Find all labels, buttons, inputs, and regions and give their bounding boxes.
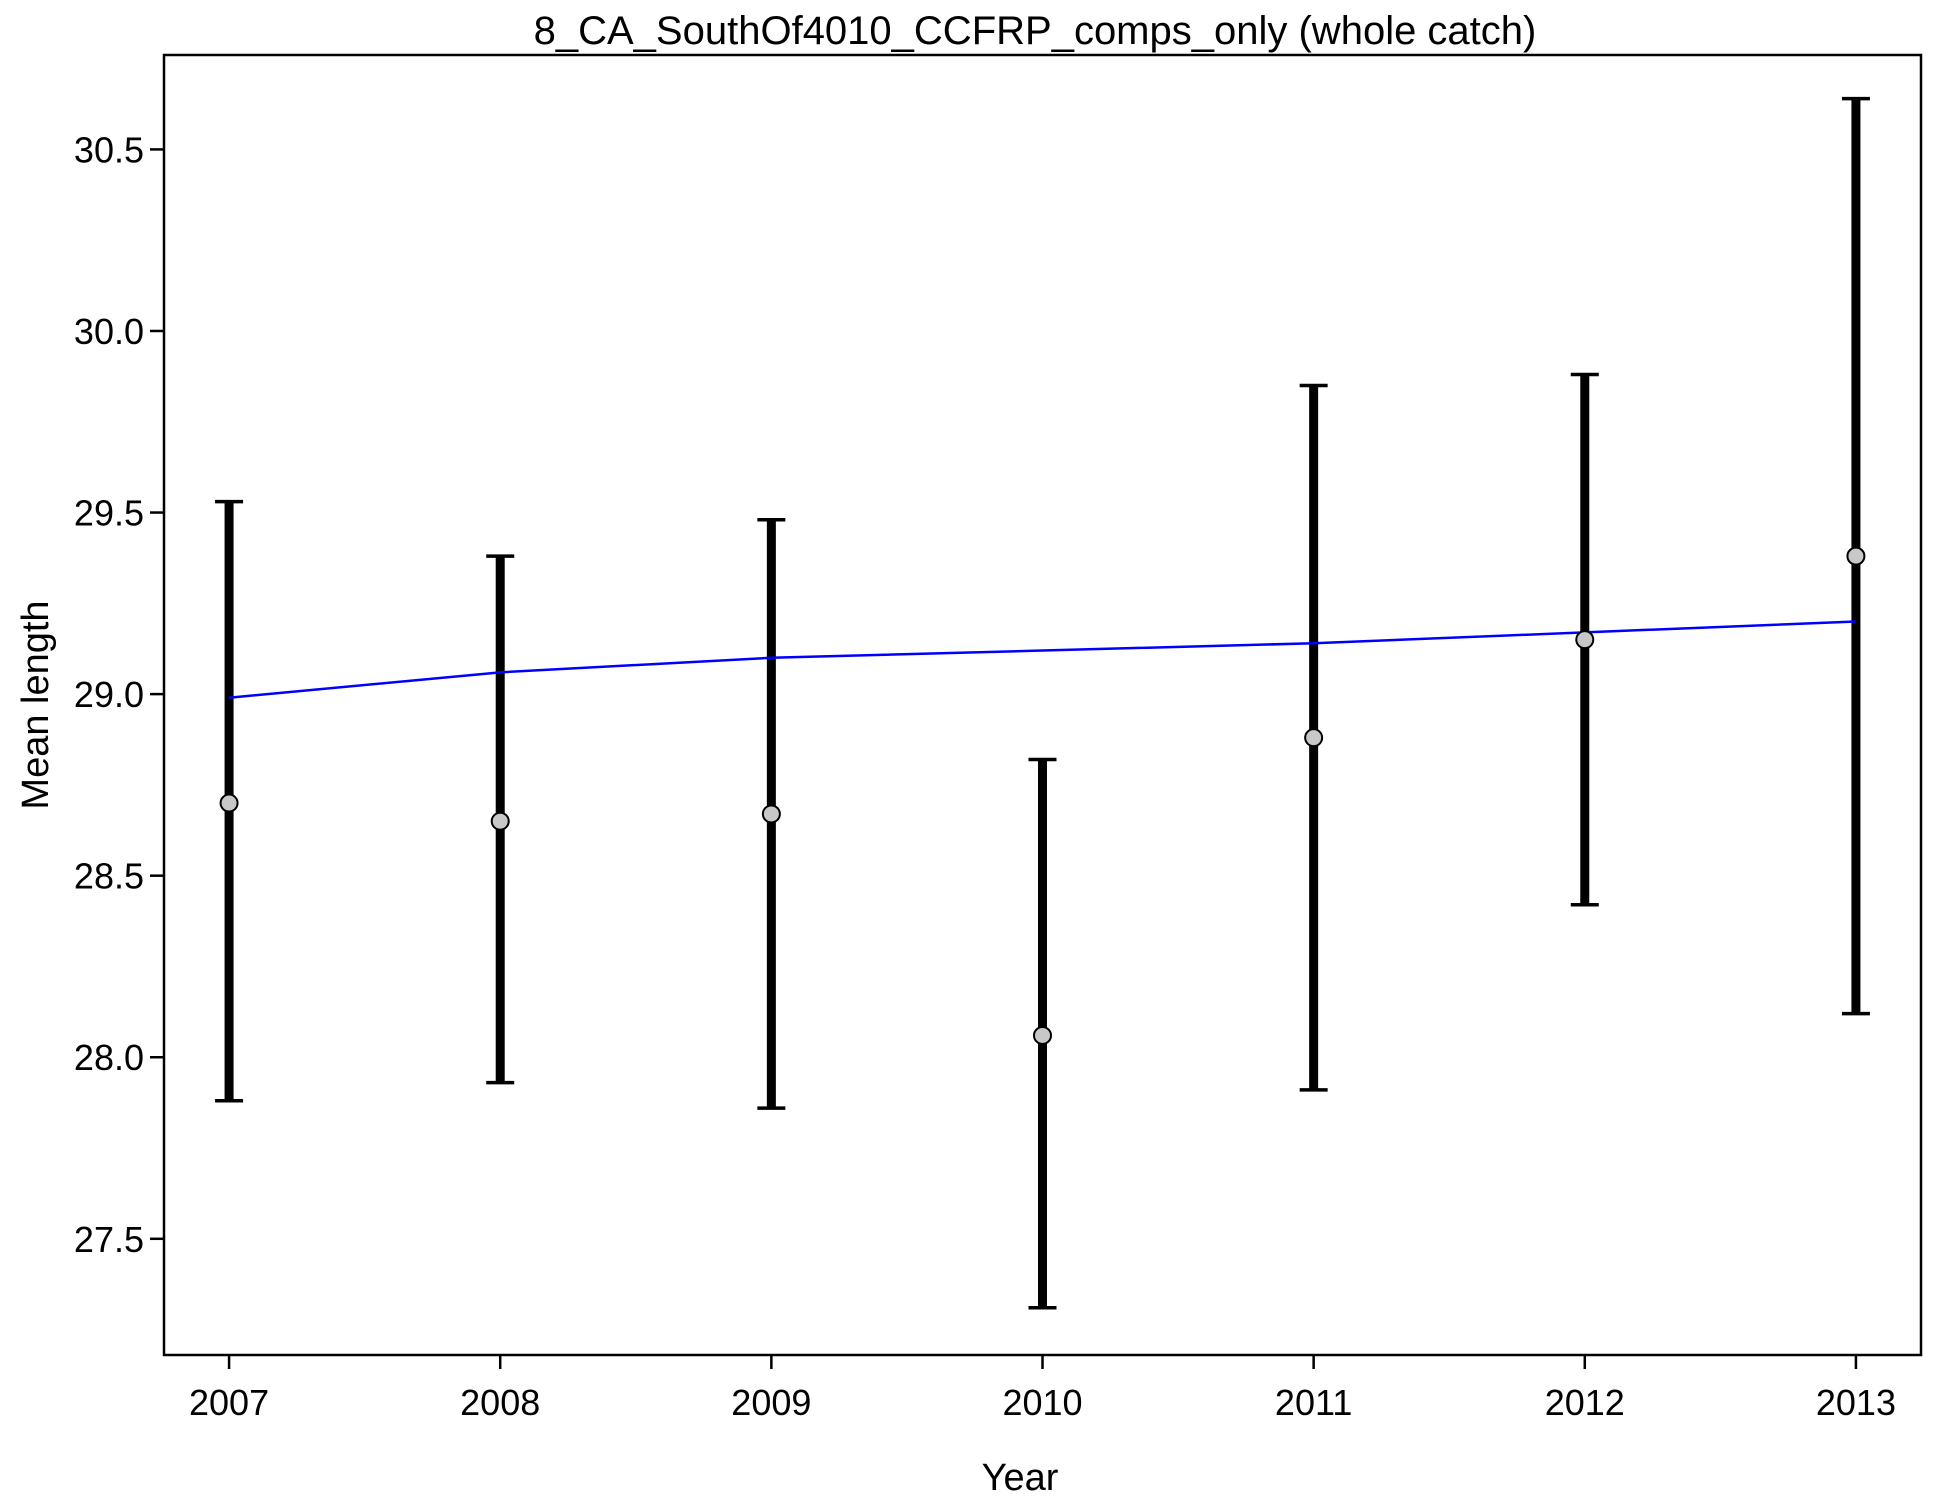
data-point [1304,728,1324,748]
data-point [1033,1025,1052,1045]
x-axis-label: Year [982,1457,1059,1499]
y-tick-label: 30.0 [74,311,144,352]
y-tick-label: 29.0 [74,674,144,715]
x-tick-label: 2011 [1275,1382,1352,1423]
data-points [219,546,1866,1045]
x-tick-label: 2009 [731,1382,811,1423]
y-tick-label: 27.5 [74,1219,144,1260]
y-tick-label: 28.5 [74,856,144,897]
data-point [1846,546,1866,566]
data-point [761,804,781,824]
fit-line-path [228,620,1856,699]
x-tick-label: 2013 [1816,1382,1896,1423]
x-axis: 2007 2008 2009 2010 2011 2012 2013 [189,1355,1896,1423]
chart-title: 8_CA_SouthOf4010_CCFRP_comps_only (whole… [534,9,1537,53]
data-point [1575,630,1595,650]
data-point [219,793,239,813]
y-axis-label: Mean length [15,600,57,809]
x-tick-label: 2007 [189,1382,269,1423]
y-axis: 27.5 28.0 28.5 29.0 29.5 30.0 30.5 [74,129,164,1260]
fit-line [228,620,1856,699]
y-tick-label: 30.5 [74,129,144,170]
x-tick-label: 2012 [1545,1382,1625,1423]
y-tick-label: 28.0 [74,1037,144,1078]
x-tick-label: 2010 [1002,1382,1082,1423]
data-point [490,811,510,831]
x-tick-label: 2008 [460,1382,540,1423]
error-bars [215,96,1870,1310]
y-tick-label: 29.5 [74,493,144,534]
